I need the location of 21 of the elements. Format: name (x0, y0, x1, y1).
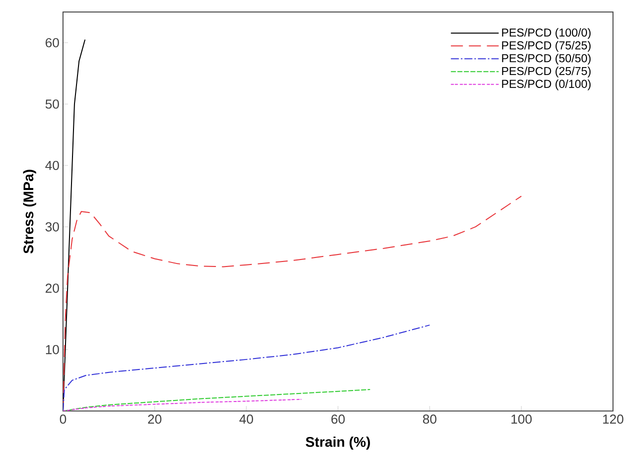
y-tick-label: 60 (46, 38, 59, 48)
line-series (63, 398, 302, 411)
y-tick-label: 40 (45, 160, 59, 170)
legend-label: PES/PCD (75/25) (502, 41, 591, 52)
x-tick-label: 40 (239, 414, 254, 424)
x-tick-label: 20 (148, 414, 162, 424)
x-tick-label: 80 (423, 414, 436, 424)
x-axis-title: Strain (%) (306, 436, 370, 450)
y-axis-title: Stress (MPa) (23, 170, 36, 254)
y-tick-label: 20 (46, 284, 59, 293)
y-tick-label: 50 (46, 99, 59, 109)
x-tick-label: 120 (603, 414, 624, 424)
legend-label: PES/PCD (50/50) (502, 54, 591, 65)
x-tick-label: 60 (331, 414, 345, 424)
x-tick-label: 0 (60, 414, 66, 424)
legend-label: PES/PCD (100/0) (502, 28, 591, 39)
legend-label: PES/PCD (0/100) (502, 80, 591, 90)
legend-label: PES/PCD (25/75) (502, 66, 591, 78)
x-tick-label: 100 (511, 414, 532, 424)
y-tick-label: 30 (46, 222, 59, 232)
y-tick-label: 10 (46, 345, 59, 354)
